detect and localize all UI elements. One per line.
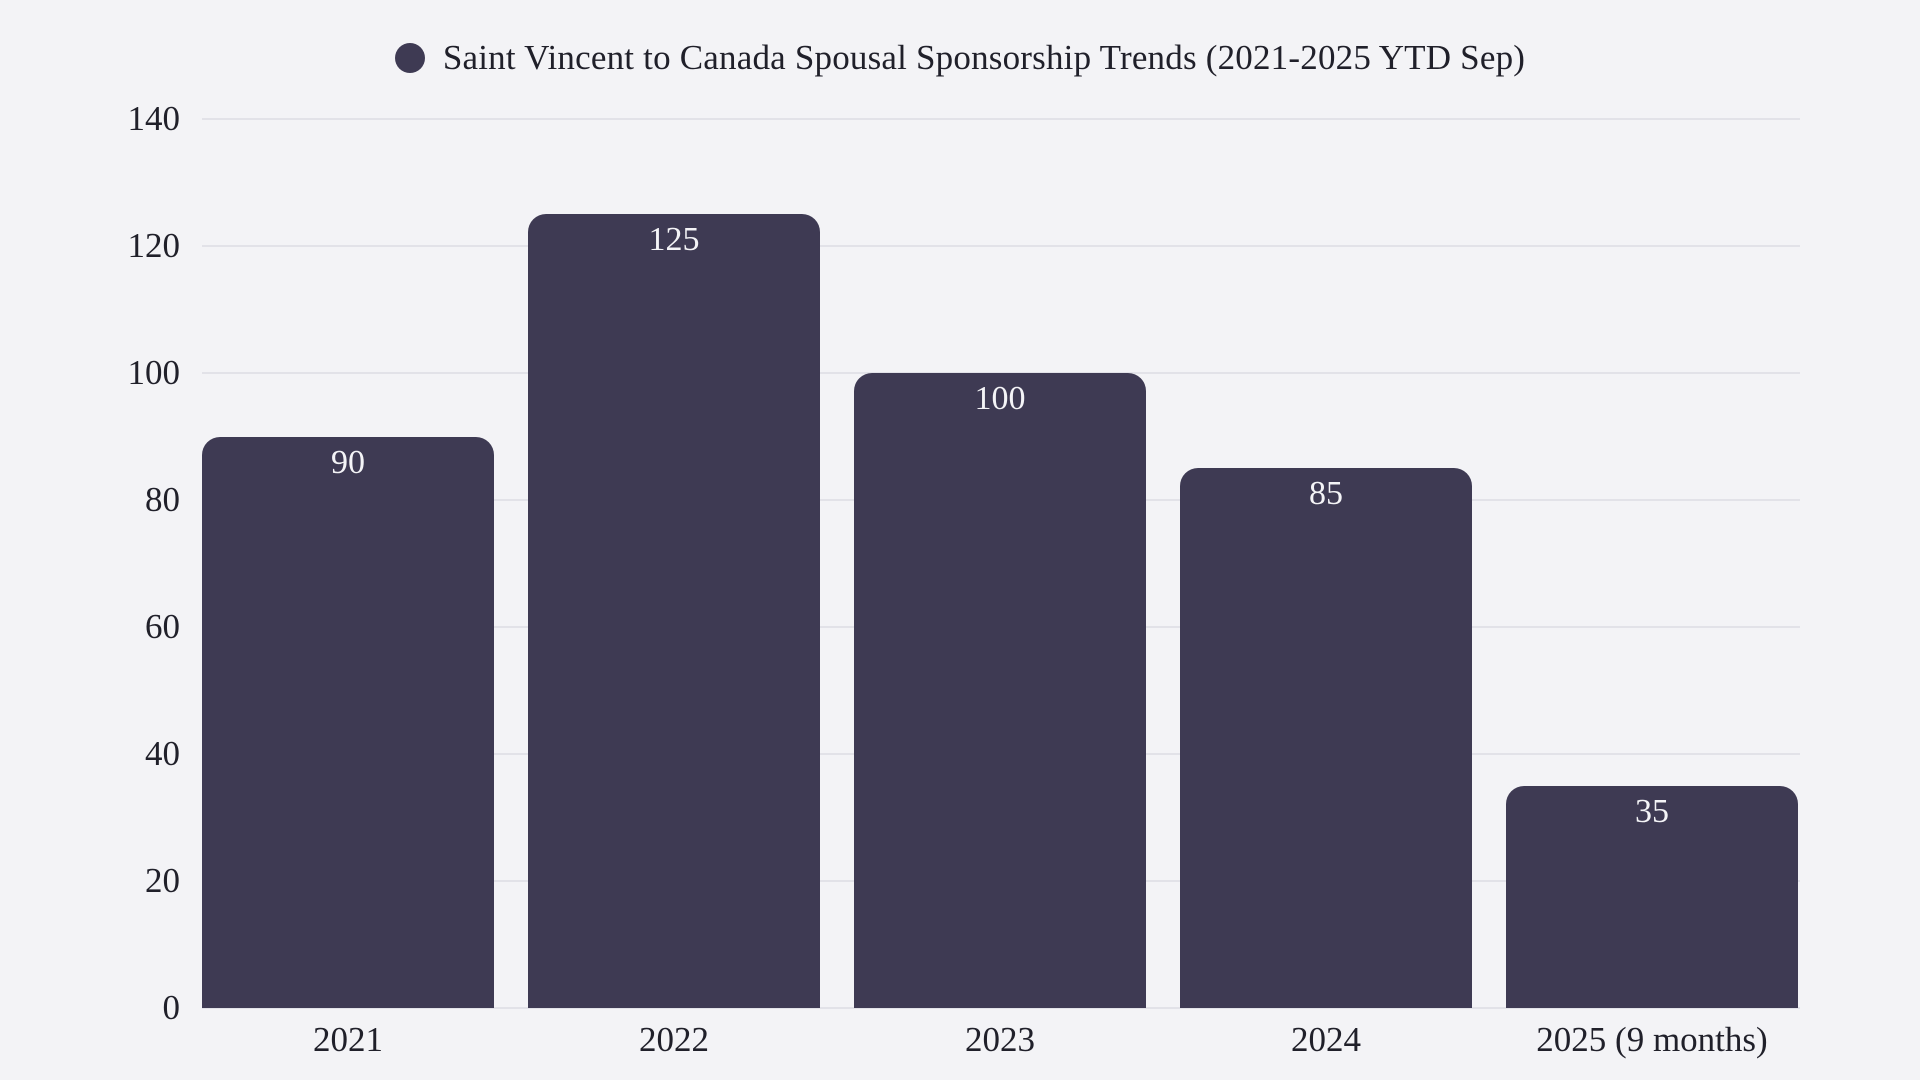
chart-title: Saint Vincent to Canada Spousal Sponsors… [442, 38, 1526, 77]
bar-value-label: 85 [1309, 475, 1343, 513]
x-tick-label: 2021 [313, 1020, 383, 1059]
x-tick-label: 2024 [1291, 1020, 1361, 1059]
bar-value-label: 100 [974, 380, 1026, 417]
plot-area: 90 125 100 85 35 [202, 118, 1800, 1009]
x-tick-label: 2025 (9 months) [1536, 1020, 1768, 1059]
x-tick-label: 2023 [965, 1020, 1035, 1059]
bar-2024: 85 [1180, 468, 1472, 1008]
y-axis: 0 20 40 60 80 100 120 140 [0, 99, 181, 1027]
gridline-y-0 [202, 1007, 1800, 1009]
x-axis: 2021 2022 2023 2024 2025 (9 months) [202, 1018, 1800, 1078]
legend-marker-icon [394, 43, 425, 73]
y-tick-label: 60 [145, 607, 180, 646]
bar-value-label: 35 [1635, 792, 1669, 830]
chart-legend: Saint Vincent to Canada Spousal Sponsors… [0, 38, 1920, 78]
y-tick-label: 0 [162, 988, 181, 1027]
y-tick-label: 80 [145, 480, 180, 519]
bar-2023: 100 [854, 373, 1146, 1008]
x-tick-label: 2022 [639, 1020, 709, 1059]
y-tick-label: 140 [127, 99, 181, 138]
y-tick-label: 20 [145, 861, 180, 900]
bar-2021: 90 [202, 436, 494, 1008]
bar-2022: 125 [528, 214, 820, 1008]
bar-value-label: 125 [648, 221, 700, 259]
gridline-y-120 [202, 245, 1800, 247]
bar-value-label: 90 [331, 443, 365, 481]
y-tick-label: 40 [145, 734, 180, 773]
gridline-y-140 [202, 118, 1800, 120]
y-tick-label: 120 [127, 226, 181, 265]
bar-2025-9-months-: 35 [1506, 785, 1798, 1008]
y-tick-label: 100 [127, 353, 181, 392]
